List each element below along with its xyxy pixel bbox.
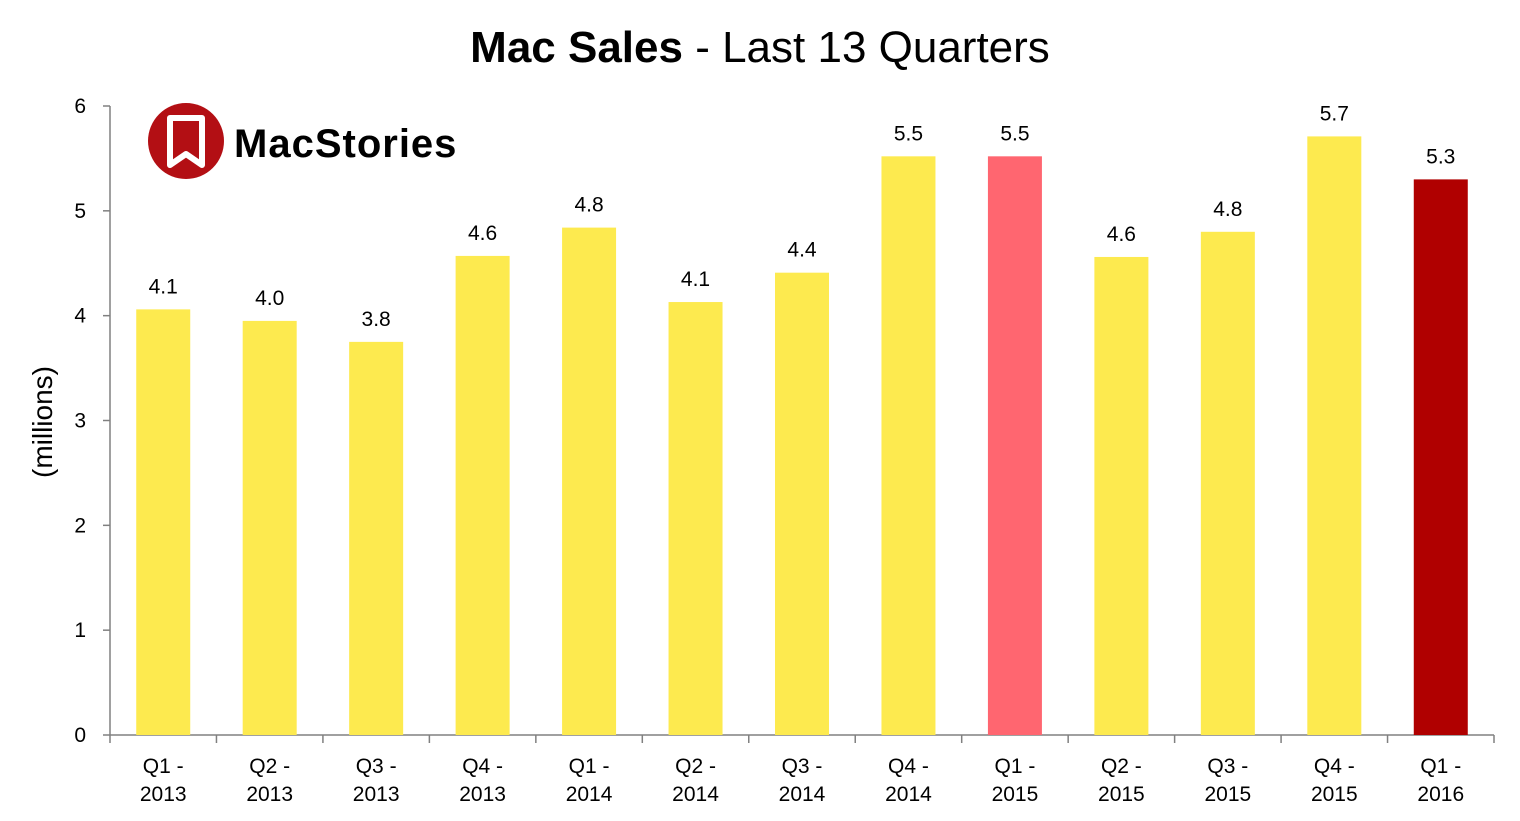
data-label: 5.3 <box>1426 145 1455 168</box>
x-tick-label-year: 2013 <box>459 783 506 806</box>
chart-title-bold: Mac Sales <box>470 23 683 72</box>
bar <box>1307 136 1362 735</box>
bar <box>562 227 617 735</box>
bar <box>242 320 297 735</box>
bar <box>987 156 1042 735</box>
x-tick-label-year: 2014 <box>566 783 613 806</box>
bar <box>775 272 829 735</box>
y-tick-label: 6 <box>74 95 86 118</box>
bar <box>1094 256 1149 735</box>
data-label: 5.5 <box>1000 122 1029 145</box>
x-tick-label-quarter: Q4 - <box>1314 755 1355 778</box>
data-label: 4.6 <box>1107 223 1136 246</box>
data-label: 4.6 <box>468 222 497 245</box>
macstories-logo-circle <box>148 103 224 179</box>
data-label: 4.0 <box>255 287 284 310</box>
bar <box>349 341 404 735</box>
data-label: 4.8 <box>1213 198 1242 221</box>
x-tick-label-year: 2015 <box>1204 783 1251 806</box>
y-tick-label: 0 <box>74 724 86 747</box>
data-label: 5.5 <box>894 122 923 145</box>
x-tick-label-year: 2014 <box>779 783 826 806</box>
x-tick-label-quarter: Q1 - <box>569 755 610 778</box>
x-tick-label-year: 2014 <box>885 783 932 806</box>
y-tick-label: 2 <box>74 514 86 537</box>
bookmark-icon <box>167 115 205 168</box>
data-label: 3.8 <box>362 308 391 331</box>
bar <box>455 255 510 735</box>
chart-title-rest: - Last 13 Quarters <box>682 23 1050 72</box>
y-axis-title: (millions) <box>27 366 58 478</box>
x-tick-label-quarter: Q4 - <box>888 755 929 778</box>
data-label: 4.1 <box>149 275 178 298</box>
x-tick-label-quarter: Q4 - <box>462 755 503 778</box>
x-tick-label-quarter: Q1 - <box>1420 755 1461 778</box>
bars <box>136 136 1468 736</box>
y-tick-label: 1 <box>74 619 86 642</box>
data-label: 5.7 <box>1320 102 1349 125</box>
x-tick-label-quarter: Q2 - <box>1101 755 1142 778</box>
x-tick-label-year: 2016 <box>1417 783 1464 806</box>
x-tick-label-year: 2015 <box>1098 783 1145 806</box>
x-tick-label-quarter: Q2 - <box>675 755 716 778</box>
x-tick-label-quarter: Q2 - <box>249 755 290 778</box>
x-tick-label-year: 2014 <box>672 783 719 806</box>
x-tick-label-year: 2015 <box>992 783 1039 806</box>
labels: 4.1 Q1 - 2013 4.0 Q2 - 2013 3.8 Q3 - 2013 4.6 Q4 -… <box>140 102 1464 806</box>
macstories-logo-text: MacStories <box>234 122 457 166</box>
bar <box>1413 179 1468 736</box>
y-tick-label: 4 <box>74 305 86 328</box>
data-label: 4.1 <box>681 268 710 291</box>
x-tick-label-quarter: Q1 - <box>143 755 184 778</box>
x-tick-label-quarter: Q1 - <box>995 755 1036 778</box>
y-tick-label: 3 <box>74 410 86 433</box>
x-tick-label-quarter: Q3 - <box>782 755 823 778</box>
data-label: 4.4 <box>787 239 817 262</box>
y-tick-label: 5 <box>74 200 86 223</box>
x-tick-label-year: 2013 <box>246 783 293 806</box>
x-tick-label-year: 2015 <box>1311 783 1358 806</box>
bar <box>668 302 723 735</box>
bar <box>1200 231 1255 736</box>
x-tick-label-quarter: Q3 - <box>1207 755 1248 778</box>
x-tick-label-year: 2013 <box>140 783 187 806</box>
data-label: 4.8 <box>574 194 603 217</box>
chart-title: Mac Sales - Last 13 Quarters <box>0 22 1520 74</box>
bar <box>136 309 191 735</box>
x-tick-label-quarter: Q3 - <box>356 755 397 778</box>
bar <box>881 156 936 735</box>
x-tick-label-year: 2013 <box>353 783 400 806</box>
macstories-logo: MacStories <box>148 103 457 179</box>
